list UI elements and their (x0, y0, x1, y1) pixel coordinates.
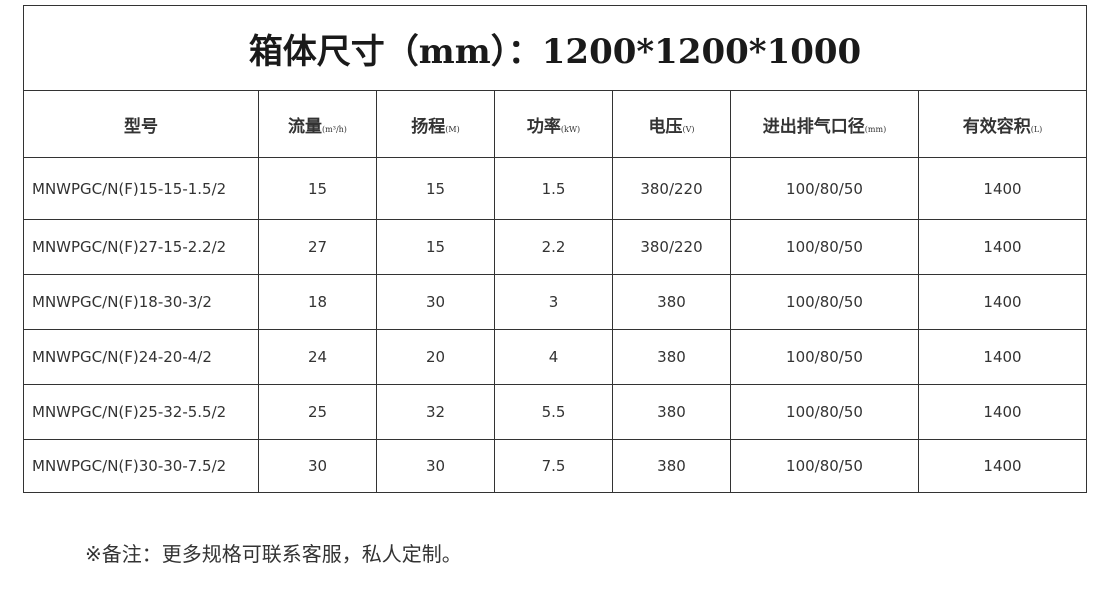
table-cell: 32 (376, 384, 495, 440)
header-row: 型号 流量(m³/h) 扬程(M) 功率(kW) 电压(V) 进出排气口径(mm) 有效容积… (23, 90, 1088, 158)
table-cell: 100/80/50 (730, 219, 919, 275)
column-header: 型号 (23, 90, 259, 158)
table-cell: 24 (258, 329, 377, 385)
table-cell: 100/80/50 (730, 157, 919, 220)
table-row: MNWPGC/N(F)18-30-3/2 18 30 3 380 100/80/50 140… (23, 274, 1088, 330)
table-cell: 15 (376, 219, 495, 275)
table-cell: 1400 (917, 274, 1088, 330)
table-cell: 1400 (917, 329, 1088, 385)
table-cell: 380/220 (612, 157, 731, 220)
column-unit: (kW) (560, 124, 581, 134)
table-cell: MNWPGC/N(F)15-15-1.5/2 (23, 157, 259, 220)
table-cell: 5.5 (494, 384, 613, 440)
table-row: MNWPGC/N(F)30-30-7.5/2 30 30 7.5 380 100/80/5… (23, 439, 1088, 493)
table-row: MNWPGC/N(F)25-32-5.5/2 25 32 5.5 380 100/80/5… (23, 384, 1088, 440)
column-header: 有效容积(L) (917, 90, 1088, 158)
table-row: MNWPGC/N(F)27-15-2.2/2 27 15 2.2 380/220 100/… (23, 219, 1088, 275)
table-cell: MNWPGC/N(F)30-30-7.5/2 (23, 439, 259, 493)
table-cell: 4 (494, 329, 613, 385)
table-cell: 30 (258, 439, 377, 493)
column-unit: (L) (1030, 124, 1043, 134)
table-cell: 380 (612, 384, 731, 440)
table-row: MNWPGC/N(F)24-20-4/2 24 20 4 380 100/80/50 140… (23, 329, 1088, 385)
column-unit: (m³/h) (322, 124, 347, 134)
column-header: 电压(V) (612, 90, 731, 158)
table-cell: 20 (376, 329, 495, 385)
table-cell: 1400 (917, 384, 1088, 440)
table-cell: 15 (258, 157, 377, 220)
table-cell: 100/80/50 (730, 274, 919, 330)
table-cell: 380 (612, 274, 731, 330)
table-cell: 27 (258, 219, 377, 275)
table-cell: 7.5 (494, 439, 613, 493)
column-label: 电压 (648, 116, 683, 137)
table-cell: 25 (258, 384, 377, 440)
table-cell: 30 (376, 274, 495, 330)
table-cell: 1400 (917, 219, 1088, 275)
column-label: 进出排气口径 (762, 116, 865, 137)
column-label: 扬程 (411, 116, 446, 137)
column-header: 进出排气口径(mm) (730, 90, 919, 158)
table-cell: MNWPGC/N(F)24-20-4/2 (23, 329, 259, 385)
column-label: 流量 (288, 116, 323, 137)
column-unit: (M) (445, 124, 460, 134)
table-cell: 100/80/50 (730, 439, 919, 493)
table-cell: 1400 (917, 439, 1088, 493)
table-cell: MNWPGC/N(F)27-15-2.2/2 (23, 219, 259, 275)
spec-table-container: 箱体尺寸（mm）：1200*1200*1000 型号 流量(m³/h) 扬程(M) 功… (22, 5, 1088, 493)
table-cell: 100/80/50 (730, 329, 919, 385)
column-header: 流量(m³/h) (258, 90, 377, 158)
table-cell: 100/80/50 (730, 384, 919, 440)
column-label: 型号 (124, 116, 158, 137)
table-cell: 380/220 (612, 219, 731, 275)
table-cell: 18 (258, 274, 377, 330)
table-cell: 380 (612, 439, 731, 493)
column-unit: (V) (682, 124, 695, 134)
table-title: 箱体尺寸（mm）：1200*1200*1000 (22, 5, 1088, 91)
table-cell: MNWPGC/N(F)18-30-3/2 (23, 274, 259, 330)
table-cell: 15 (376, 157, 495, 220)
column-header: 功率(kW) (494, 90, 613, 158)
column-header: 扬程(M) (376, 90, 495, 158)
column-unit: (mm) (864, 124, 887, 134)
footnote: ※备注：更多规格可联系客服，私人定制。 (85, 542, 462, 566)
table-cell: 30 (376, 439, 495, 493)
table-cell: 1400 (917, 157, 1088, 220)
table-cell: 3 (494, 274, 613, 330)
column-label: 有效容积 (962, 116, 1031, 137)
column-label: 功率 (526, 116, 561, 137)
table-cell: MNWPGC/N(F)25-32-5.5/2 (23, 384, 259, 440)
spec-table: 箱体尺寸（mm）：1200*1200*1000 型号 流量(m³/h) 扬程(M) 功… (22, 5, 1088, 493)
table-row: MNWPGC/N(F)15-15-1.5/2 15 15 1.5 380/220 100/… (23, 157, 1088, 220)
table-cell: 380 (612, 329, 731, 385)
table-cell: 2.2 (494, 219, 613, 275)
table-cell: 1.5 (494, 157, 613, 220)
